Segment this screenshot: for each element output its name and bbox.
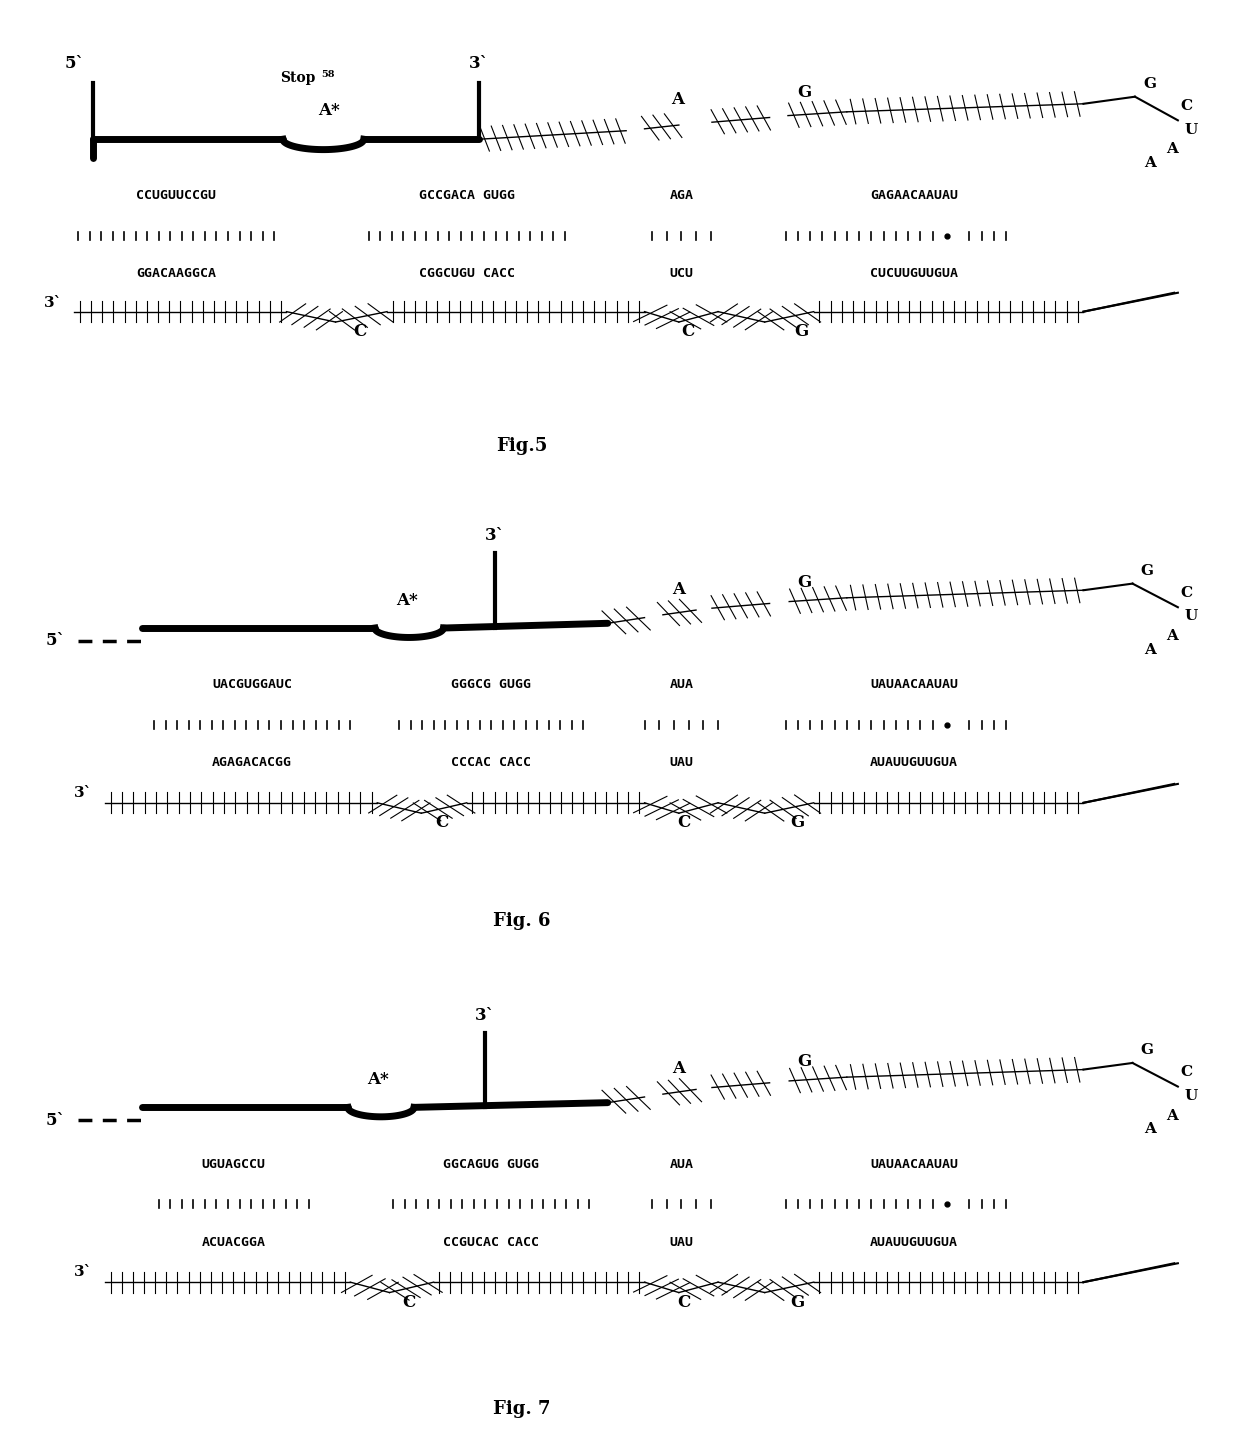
Text: C: C — [353, 324, 367, 340]
Text: AGAGACACGG: AGAGACACGG — [212, 756, 293, 769]
Text: 3`: 3` — [475, 1007, 495, 1023]
Text: CCGUCAC CACC: CCGUCAC CACC — [443, 1235, 539, 1248]
Text: C: C — [1180, 1065, 1193, 1079]
Text: 5`: 5` — [46, 633, 66, 649]
Text: C: C — [681, 324, 694, 340]
Text: A: A — [1143, 643, 1156, 656]
Text: A*: A* — [319, 103, 340, 120]
Text: A: A — [1166, 630, 1178, 643]
Text: G: G — [797, 84, 811, 101]
Text: Fig. 6: Fig. 6 — [494, 912, 551, 929]
Text: GGCAGUG GUGG: GGCAGUG GUGG — [443, 1157, 539, 1170]
Text: C: C — [677, 1293, 691, 1311]
Text: G: G — [797, 1053, 811, 1071]
Text: A: A — [671, 91, 684, 108]
Text: AUA: AUA — [670, 1157, 693, 1170]
Text: C: C — [403, 1293, 415, 1311]
Text: A: A — [1166, 1108, 1178, 1123]
Text: A: A — [672, 581, 686, 598]
Text: G: G — [795, 324, 808, 340]
Text: C: C — [1180, 98, 1193, 113]
Text: 3`: 3` — [469, 55, 489, 72]
Text: CGGCUGU CACC: CGGCUGU CACC — [419, 267, 515, 280]
Text: A: A — [672, 1061, 686, 1078]
Text: GCCGACA GUGG: GCCGACA GUGG — [419, 189, 515, 202]
Text: UCU: UCU — [670, 267, 693, 280]
Text: AGA: AGA — [670, 189, 693, 202]
Text: 58: 58 — [321, 71, 335, 79]
Text: UAU: UAU — [670, 1235, 693, 1248]
Text: C: C — [677, 815, 691, 831]
Text: 5`: 5` — [64, 55, 84, 72]
Text: AUA: AUA — [670, 678, 693, 691]
Text: UGUAGCCU: UGUAGCCU — [202, 1157, 265, 1170]
Text: GGACAAGGCA: GGACAAGGCA — [136, 267, 216, 280]
Text: CCCAC CACC: CCCAC CACC — [451, 756, 531, 769]
Text: CUCUUGUUGUA: CUCUUGUUGUA — [870, 267, 959, 280]
Text: U: U — [1184, 123, 1198, 136]
Text: G: G — [1141, 564, 1153, 578]
Text: G: G — [1143, 77, 1156, 91]
Text: GAGAACAAUAU: GAGAACAAUAU — [870, 189, 959, 202]
Text: UAUAACAAUAU: UAUAACAAUAU — [870, 678, 959, 691]
Text: C: C — [435, 815, 449, 831]
Text: UACGUGGAUC: UACGUGGAUC — [212, 678, 293, 691]
Text: 3`: 3` — [74, 786, 92, 801]
Text: AUAUUGUUGUA: AUAUUGUUGUA — [870, 756, 959, 769]
Text: A: A — [1143, 1121, 1156, 1136]
Text: 3`: 3` — [45, 296, 63, 309]
Text: A*: A* — [367, 1072, 389, 1088]
Text: A: A — [1143, 156, 1156, 169]
Text: AUAUUGUUGUA: AUAUUGUUGUA — [870, 1235, 959, 1248]
Text: G: G — [791, 815, 805, 831]
Text: CCUGUUCCGU: CCUGUUCCGU — [136, 189, 216, 202]
Text: 5`: 5` — [46, 1111, 66, 1129]
Text: G: G — [1141, 1043, 1153, 1058]
Text: G: G — [797, 574, 811, 591]
Text: U: U — [1184, 1090, 1198, 1103]
Text: A: A — [1166, 143, 1178, 156]
Text: 3`: 3` — [485, 527, 505, 545]
Text: Fig. 7: Fig. 7 — [494, 1400, 551, 1419]
Text: Fig.5: Fig.5 — [496, 436, 548, 455]
Text: 3`: 3` — [74, 1266, 92, 1279]
Text: G: G — [791, 1293, 805, 1311]
Text: C: C — [1180, 585, 1193, 600]
Text: UAU: UAU — [670, 756, 693, 769]
Text: GGGCG GUGG: GGGCG GUGG — [451, 678, 531, 691]
Text: UAUAACAAUAU: UAUAACAAUAU — [870, 1157, 959, 1170]
Text: U: U — [1184, 610, 1198, 623]
Text: A*: A* — [396, 592, 418, 610]
Text: ACUACGGA: ACUACGGA — [202, 1235, 265, 1248]
Text: Stop: Stop — [280, 71, 316, 85]
